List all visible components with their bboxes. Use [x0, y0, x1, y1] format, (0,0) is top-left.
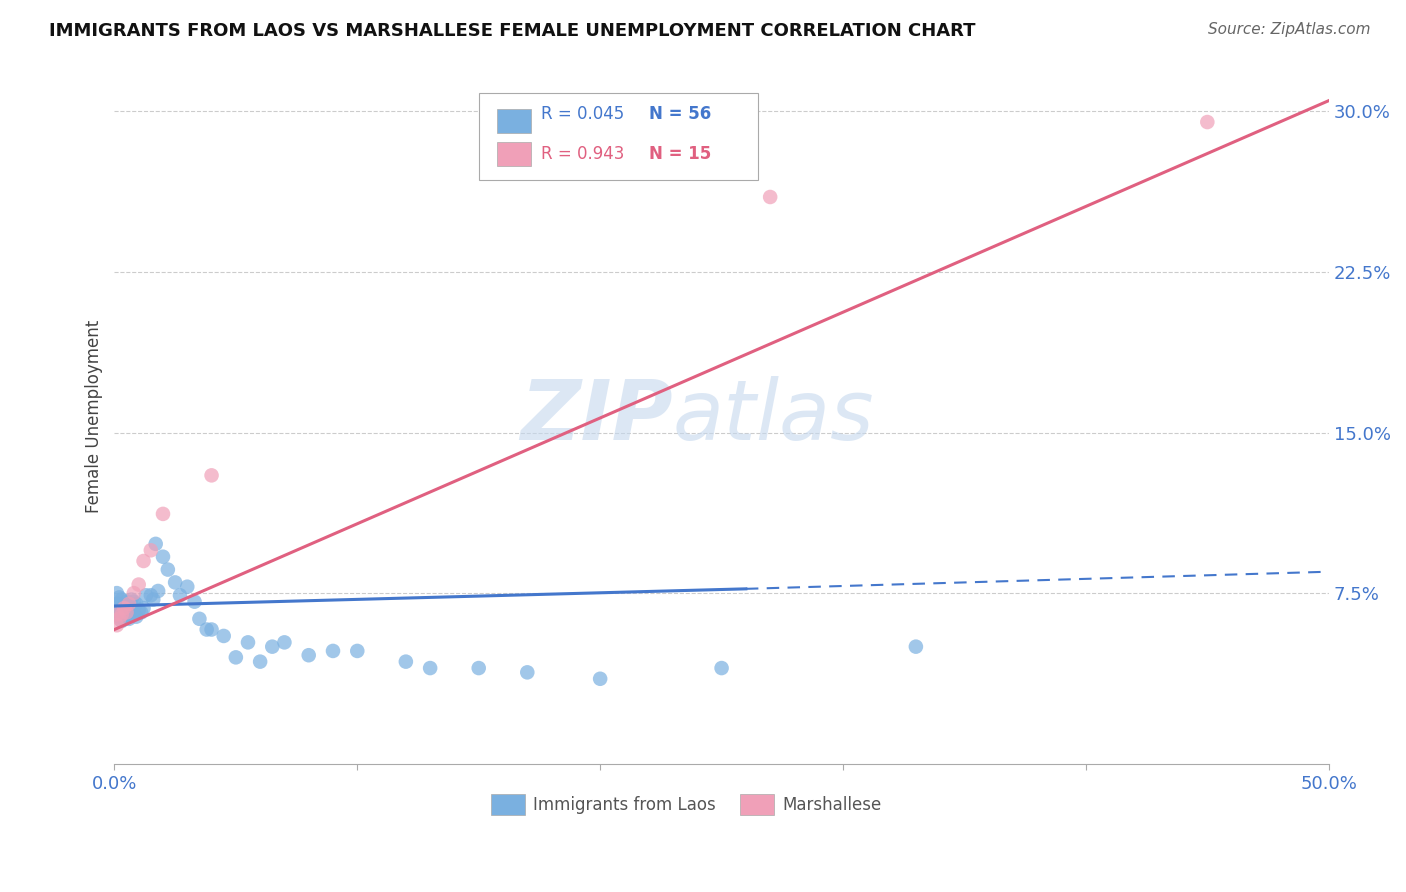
Point	[108, 597, 131, 611]
Point	[200, 468, 222, 483]
Point	[105, 618, 128, 632]
Point	[262, 640, 284, 654]
Point	[112, 601, 135, 615]
Point	[108, 609, 131, 624]
Point	[200, 623, 222, 637]
Point	[146, 584, 169, 599]
Point	[516, 665, 538, 680]
Point	[115, 606, 138, 620]
Point	[105, 586, 128, 600]
Point	[165, 575, 187, 590]
Point	[152, 507, 174, 521]
Point	[212, 629, 235, 643]
Point	[111, 614, 134, 628]
Point	[118, 597, 141, 611]
Point	[105, 607, 128, 622]
Text: IMMIGRANTS FROM LAOS VS MARSHALLESE FEMALE UNEMPLOYMENT CORRELATION CHART: IMMIGRANTS FROM LAOS VS MARSHALLESE FEMA…	[49, 22, 976, 40]
FancyBboxPatch shape	[740, 795, 773, 815]
Text: Marshallese: Marshallese	[782, 796, 882, 814]
Point	[125, 597, 148, 611]
Point	[115, 609, 138, 624]
Point	[108, 612, 131, 626]
Text: R = 0.045: R = 0.045	[541, 104, 624, 123]
Point	[132, 601, 155, 615]
Y-axis label: Female Unemployment: Female Unemployment	[86, 320, 103, 513]
Point	[132, 554, 155, 568]
Point	[139, 588, 162, 602]
Point	[105, 601, 128, 615]
Point	[125, 609, 148, 624]
Point	[183, 595, 205, 609]
Point	[112, 599, 135, 613]
Point	[111, 606, 134, 620]
Point	[759, 190, 782, 204]
Point	[1197, 115, 1219, 129]
Point	[169, 588, 191, 602]
Point	[419, 661, 441, 675]
Point	[236, 635, 259, 649]
FancyBboxPatch shape	[496, 109, 531, 133]
Point	[122, 586, 145, 600]
Point	[249, 655, 271, 669]
Point	[122, 595, 145, 609]
Text: Source: ZipAtlas.com: Source: ZipAtlas.com	[1208, 22, 1371, 37]
Point	[195, 623, 218, 637]
Text: ZIP: ZIP	[520, 376, 673, 457]
Point	[105, 597, 128, 611]
Point	[188, 612, 211, 626]
Point	[105, 607, 128, 622]
Point	[108, 591, 131, 605]
Point	[156, 563, 179, 577]
Point	[225, 650, 247, 665]
FancyBboxPatch shape	[496, 143, 531, 166]
Point	[152, 549, 174, 564]
Point	[111, 592, 134, 607]
Point	[145, 537, 167, 551]
Point	[111, 607, 134, 622]
Point	[118, 599, 141, 613]
Text: Immigrants from Laos: Immigrants from Laos	[533, 796, 716, 814]
Point	[118, 612, 141, 626]
Point	[122, 607, 145, 622]
Point	[142, 592, 165, 607]
Point	[115, 595, 138, 609]
Point	[710, 661, 733, 675]
Point	[128, 577, 150, 591]
Point	[129, 606, 152, 620]
Point	[346, 644, 368, 658]
Point	[112, 612, 135, 626]
Point	[273, 635, 295, 649]
Point	[589, 672, 612, 686]
FancyBboxPatch shape	[478, 93, 758, 180]
Point	[298, 648, 321, 663]
Text: R = 0.943: R = 0.943	[541, 145, 624, 163]
Point	[120, 592, 142, 607]
Point	[322, 644, 344, 658]
Point	[108, 603, 131, 617]
Text: atlas: atlas	[673, 376, 875, 457]
FancyBboxPatch shape	[491, 795, 524, 815]
Point	[120, 606, 142, 620]
Text: N = 56: N = 56	[648, 104, 711, 123]
Point	[467, 661, 489, 675]
Point	[139, 543, 162, 558]
Point	[135, 588, 157, 602]
Point	[176, 580, 198, 594]
Point	[904, 640, 927, 654]
Point	[395, 655, 418, 669]
Text: N = 15: N = 15	[648, 145, 711, 163]
Point	[128, 603, 150, 617]
